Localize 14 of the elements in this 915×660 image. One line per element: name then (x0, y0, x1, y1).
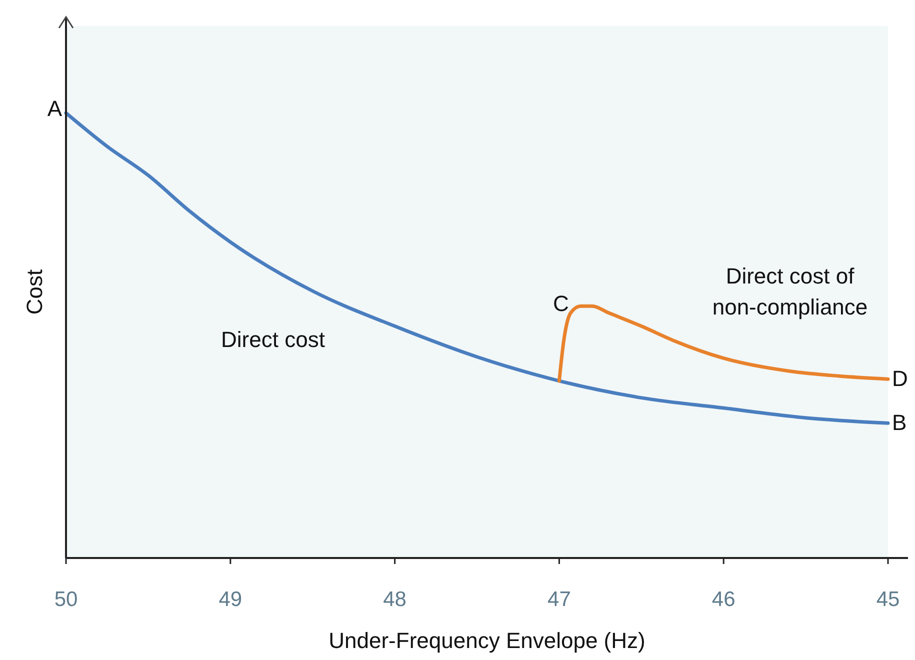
annotation: Direct cost of non-compliance (712, 263, 868, 320)
x-tick-label: 49 (218, 588, 242, 611)
annotation: Direct cost (221, 326, 325, 352)
x-tick-label: 46 (712, 588, 736, 611)
x-axis-title: Under-Frequency Envelope (Hz) (328, 628, 646, 653)
x-tick-label: 50 (54, 588, 78, 611)
x-tick-label: 45 (876, 588, 900, 611)
y-axis-title: Cost (22, 269, 47, 315)
x-tick-label: 47 (548, 588, 571, 611)
x-tick-label: 48 (383, 588, 406, 611)
text: B (892, 410, 907, 435)
text: D (892, 366, 908, 391)
text: A (47, 96, 62, 121)
annotation: C (553, 290, 570, 316)
